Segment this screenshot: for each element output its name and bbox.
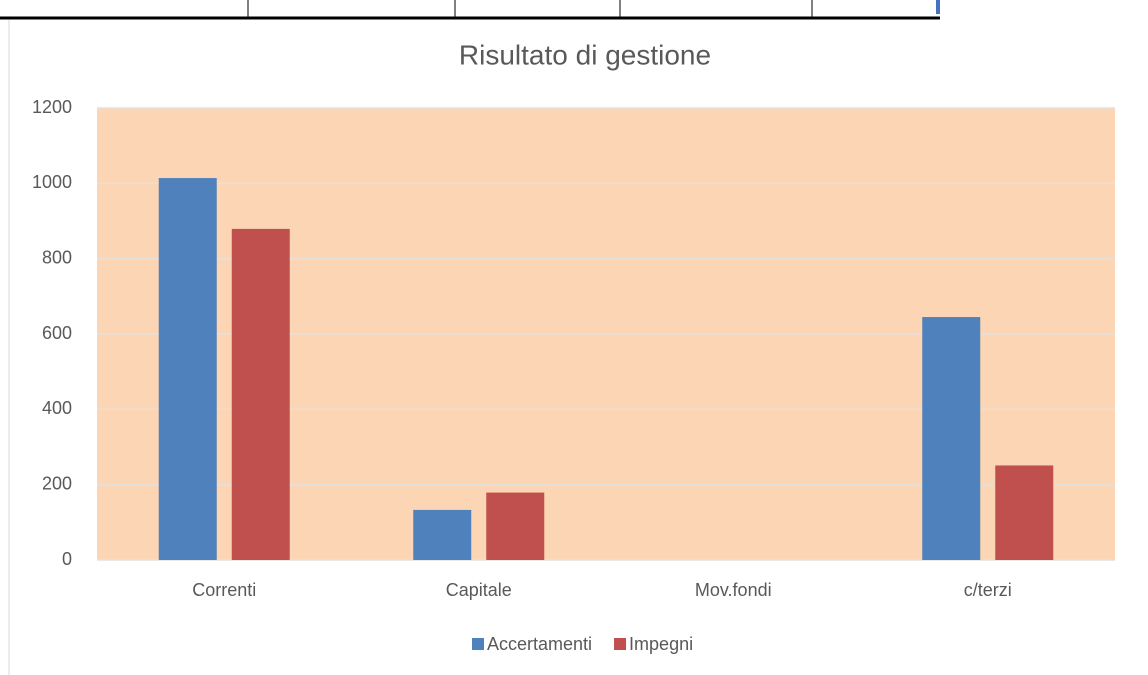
- x-tick-label: Mov.fondi: [695, 580, 772, 600]
- y-tick-label: 0: [62, 549, 72, 569]
- bar: [922, 317, 981, 560]
- legend-label: Accertamenti: [487, 634, 592, 654]
- chart-title: Risultato di gestione: [459, 39, 711, 70]
- cursor-mark: [936, 0, 940, 14]
- legend-label: Impegni: [629, 634, 693, 654]
- bar: [413, 509, 472, 560]
- bar: [158, 178, 217, 560]
- x-tick-label: Correnti: [192, 580, 256, 600]
- table-row: [0, 0, 940, 18]
- table-fragment: [0, 0, 940, 20]
- y-tick-label: 400: [42, 398, 72, 418]
- y-tick-label: 200: [42, 473, 72, 493]
- y-tick-label: 1000: [32, 172, 72, 192]
- bar: [486, 492, 545, 560]
- x-tick-label: c/terzi: [964, 580, 1012, 600]
- bar: [995, 465, 1054, 560]
- x-tick-label: Capitale: [446, 580, 512, 600]
- legend-swatch: [614, 638, 627, 650]
- y-tick-label: 600: [42, 323, 72, 343]
- y-tick-label: 800: [42, 247, 72, 267]
- y-tick-label: 1200: [32, 97, 72, 117]
- bar: [231, 228, 290, 560]
- legend-swatch: [472, 638, 484, 650]
